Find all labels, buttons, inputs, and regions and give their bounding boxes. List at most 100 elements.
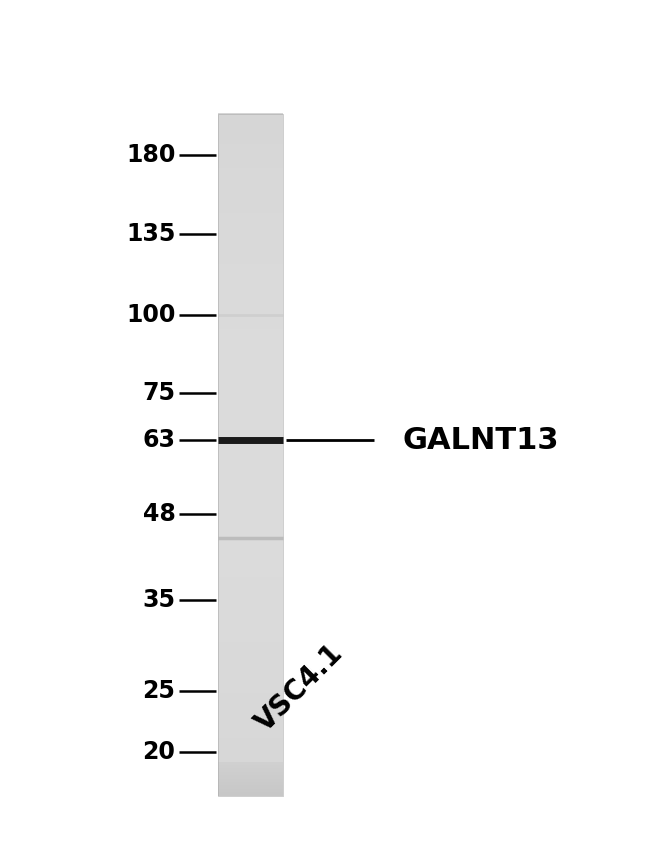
Bar bbox=[218, 512, 283, 516]
Bar bbox=[218, 236, 283, 240]
Bar bbox=[218, 168, 283, 172]
Bar bbox=[218, 161, 283, 165]
Bar bbox=[218, 379, 283, 383]
Bar bbox=[218, 396, 283, 400]
Bar bbox=[218, 768, 283, 772]
Bar bbox=[218, 211, 283, 216]
Text: 25: 25 bbox=[142, 679, 176, 703]
Bar bbox=[218, 642, 283, 646]
Text: 63: 63 bbox=[142, 429, 176, 452]
Bar bbox=[218, 419, 283, 424]
Text: 48: 48 bbox=[142, 502, 176, 526]
Bar bbox=[218, 567, 283, 571]
Bar bbox=[218, 447, 283, 451]
Bar bbox=[218, 444, 283, 448]
Bar bbox=[218, 617, 283, 621]
Bar bbox=[218, 269, 283, 274]
Bar bbox=[218, 679, 283, 683]
Bar bbox=[218, 188, 283, 192]
Bar bbox=[218, 352, 283, 356]
Bar bbox=[218, 290, 283, 295]
Text: 100: 100 bbox=[126, 303, 176, 327]
Bar bbox=[218, 402, 283, 407]
Bar bbox=[218, 297, 283, 301]
Bar bbox=[218, 427, 283, 431]
Bar bbox=[218, 775, 283, 779]
Bar bbox=[218, 638, 283, 642]
Bar bbox=[218, 229, 283, 233]
Bar bbox=[218, 498, 283, 503]
Bar bbox=[218, 519, 283, 523]
Bar bbox=[218, 658, 283, 663]
Bar bbox=[218, 597, 283, 601]
Bar bbox=[218, 409, 283, 413]
Bar bbox=[218, 294, 283, 298]
Bar bbox=[218, 700, 283, 704]
Bar bbox=[218, 672, 283, 676]
Bar bbox=[218, 587, 283, 591]
Bar bbox=[218, 710, 283, 714]
Bar bbox=[218, 750, 283, 754]
Bar bbox=[218, 604, 283, 608]
Bar bbox=[218, 502, 283, 506]
Bar bbox=[218, 645, 283, 649]
Bar bbox=[218, 276, 283, 280]
Bar bbox=[218, 495, 283, 499]
Bar bbox=[218, 539, 283, 543]
Bar bbox=[218, 590, 283, 594]
Bar bbox=[218, 328, 283, 332]
Bar bbox=[218, 256, 283, 260]
Bar bbox=[218, 546, 283, 550]
Bar bbox=[218, 628, 283, 632]
Bar bbox=[218, 765, 283, 769]
Bar bbox=[218, 114, 283, 796]
Bar bbox=[218, 454, 283, 458]
Bar bbox=[218, 488, 283, 493]
Bar bbox=[218, 757, 283, 761]
Bar bbox=[218, 477, 283, 482]
Bar bbox=[218, 665, 283, 669]
Bar bbox=[218, 440, 283, 445]
Bar bbox=[218, 201, 283, 205]
Bar bbox=[218, 344, 283, 349]
Bar bbox=[218, 365, 283, 370]
Bar bbox=[218, 557, 283, 561]
Bar bbox=[218, 321, 283, 325]
Bar bbox=[218, 570, 283, 574]
Bar bbox=[218, 733, 283, 738]
Bar bbox=[218, 226, 283, 230]
Bar bbox=[218, 416, 283, 420]
Bar bbox=[218, 301, 283, 305]
Bar bbox=[218, 525, 283, 530]
Bar bbox=[218, 372, 283, 376]
Bar bbox=[218, 655, 283, 659]
Bar bbox=[218, 311, 283, 315]
Bar bbox=[218, 437, 283, 441]
Bar bbox=[218, 386, 283, 390]
Bar bbox=[218, 740, 283, 744]
Bar bbox=[218, 723, 283, 727]
Bar bbox=[218, 529, 283, 533]
Bar bbox=[218, 195, 283, 199]
Bar bbox=[218, 682, 283, 686]
Bar bbox=[218, 450, 283, 455]
Bar bbox=[218, 348, 283, 352]
Bar bbox=[218, 113, 283, 117]
Bar bbox=[218, 239, 283, 243]
Bar bbox=[218, 123, 283, 127]
Bar bbox=[218, 675, 283, 679]
Bar bbox=[218, 505, 283, 509]
Bar bbox=[218, 484, 283, 488]
Bar bbox=[218, 362, 283, 366]
Bar bbox=[218, 263, 283, 267]
Bar bbox=[218, 208, 283, 212]
Bar bbox=[218, 464, 283, 468]
Bar bbox=[218, 215, 283, 220]
Bar bbox=[218, 314, 283, 318]
Bar bbox=[218, 515, 283, 520]
Bar bbox=[218, 563, 283, 568]
Bar bbox=[218, 331, 283, 335]
Bar bbox=[218, 461, 283, 465]
Bar bbox=[218, 542, 283, 546]
Bar bbox=[218, 392, 283, 397]
